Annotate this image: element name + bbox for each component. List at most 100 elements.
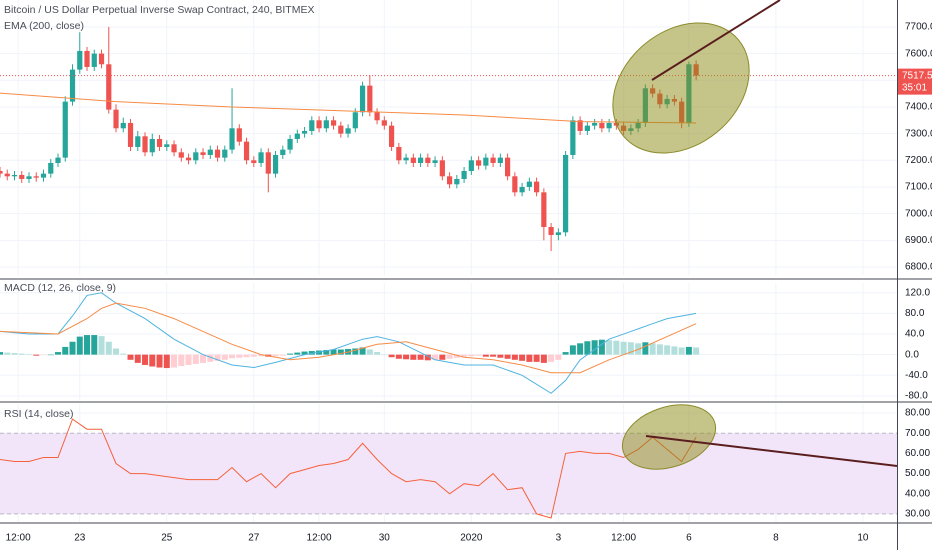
y-tick-label: 30.00 [905, 509, 930, 520]
y-tick-label: 6900.0 [905, 235, 932, 246]
x-tick-label: 12:00 [307, 533, 332, 544]
histogram-bar [18, 353, 25, 355]
histogram-bar [250, 354, 257, 357]
histogram-bar [316, 350, 323, 355]
candle-body [338, 125, 344, 134]
histogram-bar [482, 354, 489, 357]
histogram-bar [62, 346, 69, 355]
histogram-bar [424, 354, 431, 361]
histogram-bar [207, 354, 214, 362]
candle-body [330, 120, 337, 126]
x-tick-label: 8 [773, 533, 779, 544]
candle-body [439, 160, 445, 177]
histogram-bar [475, 354, 482, 356]
y-tick-label: 7200.0 [905, 155, 932, 166]
histogram-bar [366, 349, 373, 355]
histogram-bar [0, 352, 3, 355]
histogram-bar [105, 341, 112, 355]
histogram-bar [410, 354, 417, 360]
candle-body [62, 101, 68, 158]
indicator-label: MACD (12, 26, close, 9) [4, 282, 116, 294]
histogram-bar [432, 354, 439, 360]
candle-body [243, 141, 250, 161]
rsi-line [0, 418, 697, 519]
histogram-bar [279, 354, 286, 356]
histogram-bar [214, 354, 221, 361]
histogram-bar [417, 354, 424, 360]
annotations [612, 0, 898, 470]
histogram-bar [656, 344, 663, 355]
candle-body [236, 128, 242, 142]
candle-body [301, 130, 308, 134]
indicator-label: EMA (200, close) [4, 20, 84, 32]
candle-body [526, 181, 532, 187]
histogram-bar [381, 354, 388, 356]
histogram-bar [548, 354, 555, 362]
y-tick-label: 60.00 [905, 448, 930, 459]
candle-body [323, 120, 329, 129]
candle-body [229, 128, 235, 150]
y-tick-label: 70.00 [905, 428, 930, 439]
histogram-bar [120, 353, 127, 355]
histogram-bar [243, 354, 250, 358]
candle-body [4, 173, 10, 177]
candle-body [599, 122, 605, 129]
y-tick-label: 80.0 [905, 308, 925, 319]
candle-body [388, 125, 395, 147]
highlight-ellipse [621, 404, 717, 470]
trendline [651, 0, 781, 81]
candle-body [280, 149, 286, 155]
histogram-bar [149, 354, 156, 367]
candle-body [534, 181, 540, 193]
histogram-bar [504, 354, 511, 359]
candle-body [548, 226, 554, 235]
histogram-bar [649, 343, 656, 355]
histogram-bar [526, 354, 533, 362]
candle-body [127, 122, 134, 147]
y-tick-label: 7700.0 [905, 22, 932, 33]
candle-body [504, 157, 511, 177]
y-tick-label: 40.00 [905, 488, 930, 499]
histogram-bar [142, 354, 149, 365]
histogram-bar [613, 340, 620, 355]
candle-body [258, 152, 264, 163]
histogram-bar [323, 350, 330, 355]
histogram-bar [47, 354, 54, 356]
candle-body [120, 122, 126, 129]
histogram-bar [134, 354, 141, 363]
candle-body [135, 136, 141, 147]
candle-body [251, 160, 257, 163]
histogram-bar [511, 354, 518, 360]
candle-body [475, 160, 482, 166]
y-tick-label: 0.0 [905, 349, 919, 360]
histogram-bar [272, 354, 279, 357]
candle-body [563, 154, 569, 233]
candle-body [207, 149, 213, 155]
y-tick-label: -80.0 [905, 391, 928, 402]
histogram-bar [569, 345, 576, 355]
candle-body [272, 154, 279, 174]
histogram-bar [693, 347, 700, 355]
candle-body [446, 176, 453, 185]
candle-body [403, 157, 409, 161]
histogram-bar [598, 339, 605, 355]
chart-title: Bitcoin / US Dollar Perpetual Inverse Sw… [4, 4, 314, 16]
histogram-bar [229, 354, 236, 359]
candle-body [483, 157, 489, 166]
candle-body [214, 149, 221, 158]
candle-body [316, 120, 322, 129]
histogram-bar [620, 341, 627, 355]
candle-body [570, 120, 576, 155]
candle-body [40, 173, 47, 178]
trendline [645, 435, 898, 467]
candle-body [352, 112, 358, 129]
candle-body [555, 232, 561, 235]
highlight-ellipse [612, 22, 750, 154]
histogram-bar [156, 354, 163, 368]
candle-body [497, 157, 503, 163]
candle-body [200, 152, 206, 155]
histogram-bar [519, 354, 526, 361]
histogram-bar [446, 354, 453, 359]
histogram-bar [113, 348, 120, 355]
